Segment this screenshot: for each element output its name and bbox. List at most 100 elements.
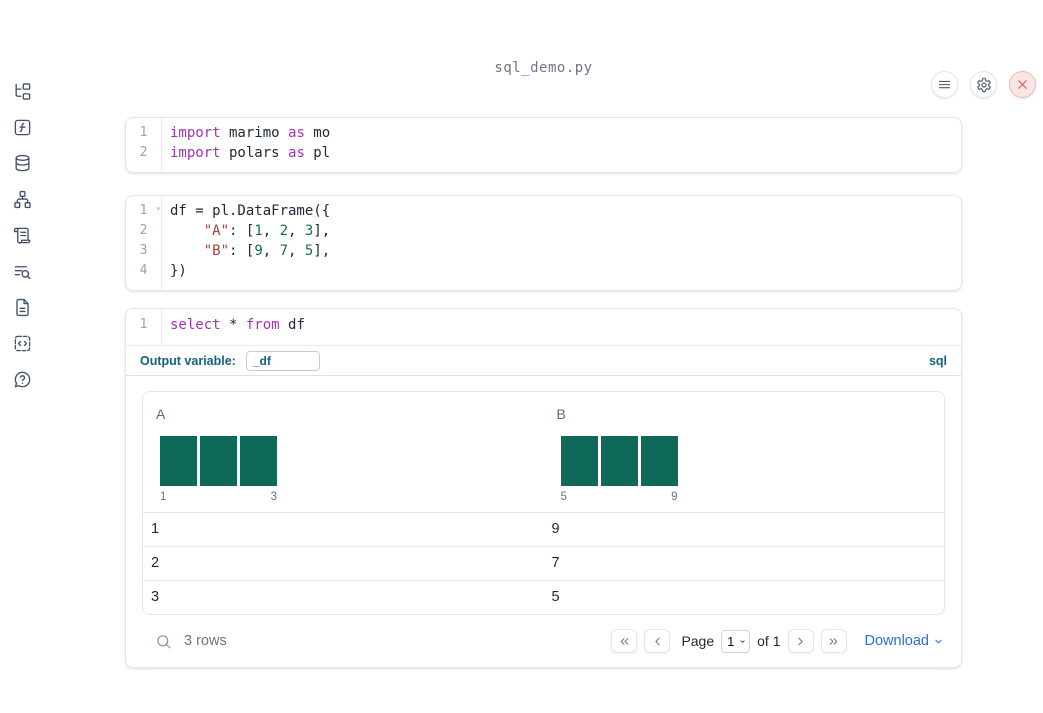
histogram-bar[interactable] <box>200 436 237 486</box>
file-text-icon <box>15 298 29 316</box>
column-name[interactable]: A <box>156 406 166 422</box>
line-number: 2 <box>139 145 148 160</box>
code-line[interactable]: df = pl.DataFrame({ <box>170 203 331 219</box>
pagination: Page 1 of 1 <box>611 629 944 653</box>
chevrons-right-icon <box>829 637 838 645</box>
histogram-bar[interactable] <box>240 436 277 486</box>
column-name[interactable]: B <box>556 406 566 422</box>
notebook-controls <box>931 71 1036 98</box>
code-content: df = pl.DataFrame({ "A": [1, 2, 3], "B":… <box>162 196 961 290</box>
fold-chevron-icon[interactable]: ⌄ <box>155 202 161 212</box>
sidebar-item-datasources[interactable] <box>10 151 34 175</box>
code-line[interactable]: }) <box>170 263 187 279</box>
prev-page-button[interactable] <box>644 629 671 653</box>
table-cell: 9 <box>551 521 560 537</box>
sidebar-item-variables[interactable] <box>10 115 34 139</box>
notebook-menu-button[interactable] <box>931 71 958 98</box>
table-footer: 3 rows Page 1 <box>142 615 945 667</box>
code-line[interactable]: select * from df <box>170 317 305 333</box>
first-page-button[interactable] <box>611 629 638 653</box>
code-line[interactable]: import marimo as mo <box>170 125 331 141</box>
table-cell: 1 <box>151 521 160 537</box>
sidebar-item-scratchpad[interactable] <box>10 223 34 247</box>
sql-options-row: Output variable: sql <box>126 346 961 376</box>
list-search-icon <box>14 265 31 279</box>
page-select-wrap: 1 <box>721 629 751 653</box>
histogram-bar[interactable] <box>640 436 678 486</box>
notebook-filename: sql_demo.py <box>494 60 593 76</box>
line-number: 2 <box>139 223 148 238</box>
network-graph-icon <box>13 190 31 208</box>
folder-tree-icon <box>14 82 30 100</box>
table-cell: 3 <box>151 589 160 605</box>
histogram-min-label: 5 <box>560 491 567 503</box>
page-of-label: of 1 <box>757 633 781 649</box>
chevron-left-icon <box>655 637 660 645</box>
code-cell-dataframe[interactable]: 1 ⌄ 2 3 4 df = pl.DataFrame({ "A": [1, 2, 3]… <box>125 195 962 291</box>
help-bubble-icon <box>14 371 30 387</box>
code-line[interactable]: "B": [9, 7, 5], <box>203 243 331 259</box>
close-x-icon <box>1018 80 1027 89</box>
column-histogram <box>160 436 544 486</box>
line-number: 1 <box>139 317 148 332</box>
code-line[interactable]: "A": [1, 2, 3], <box>203 223 331 239</box>
sidebar-item-help[interactable] <box>10 367 34 391</box>
download-button[interactable]: Download <box>865 633 945 649</box>
histogram-min-label: 1 <box>160 491 167 503</box>
next-page-button[interactable] <box>787 629 814 653</box>
output-variable-input[interactable] <box>245 350 320 371</box>
chevrons-left-icon <box>620 637 629 645</box>
code-content: import marimo as mo import polars as pl <box>162 118 961 172</box>
line-number-gutter: 1 <box>126 309 162 345</box>
sidebar-item-dependencies[interactable] <box>10 187 34 211</box>
page-select[interactable]: 1 <box>721 629 751 653</box>
output-variable-label: Output variable: <box>140 353 236 368</box>
histogram-bar[interactable] <box>560 436 598 486</box>
line-number: 1 <box>139 125 148 140</box>
line-number: 3 <box>139 243 148 258</box>
line-number-gutter: 1 ⌄ 2 3 4 <box>126 196 162 290</box>
code-line[interactable]: import polars as pl <box>170 145 331 161</box>
page-label: Page <box>681 633 715 649</box>
column-histogram <box>560 436 945 486</box>
sidebar-item-logs[interactable] <box>10 259 34 283</box>
download-label: Download <box>864 633 930 649</box>
histogram-max-label: 9 <box>671 491 678 503</box>
helper-sidebar <box>0 60 44 713</box>
code-editor: 1 ⌄ 2 3 4 df = pl.DataFrame({ "A": [1, 2, 3]… <box>126 196 961 290</box>
histogram-max-label: 3 <box>270 491 277 503</box>
sidebar-item-snippets[interactable] <box>10 331 34 355</box>
last-page-button[interactable] <box>820 629 847 653</box>
histogram-bar[interactable] <box>160 436 197 486</box>
line-number: 4 <box>139 263 148 278</box>
hamburger-menu-icon <box>938 80 951 89</box>
language-badge[interactable]: sql <box>928 353 947 368</box>
histogram-bar[interactable] <box>600 436 638 486</box>
settings-button[interactable] <box>970 71 997 98</box>
table-cell: 7 <box>551 555 560 571</box>
chevron-right-icon <box>798 637 803 645</box>
table-search-button[interactable] <box>151 629 175 653</box>
sidebar-item-files[interactable] <box>10 79 34 103</box>
sql-cell[interactable]: 1 select * from df Output variable: sql … <box>125 308 962 668</box>
sql-editor: 1 select * from df <box>126 309 961 346</box>
sidebar-item-documentation[interactable] <box>10 295 34 319</box>
shutdown-button[interactable] <box>1009 71 1036 98</box>
database-icon <box>14 154 30 171</box>
